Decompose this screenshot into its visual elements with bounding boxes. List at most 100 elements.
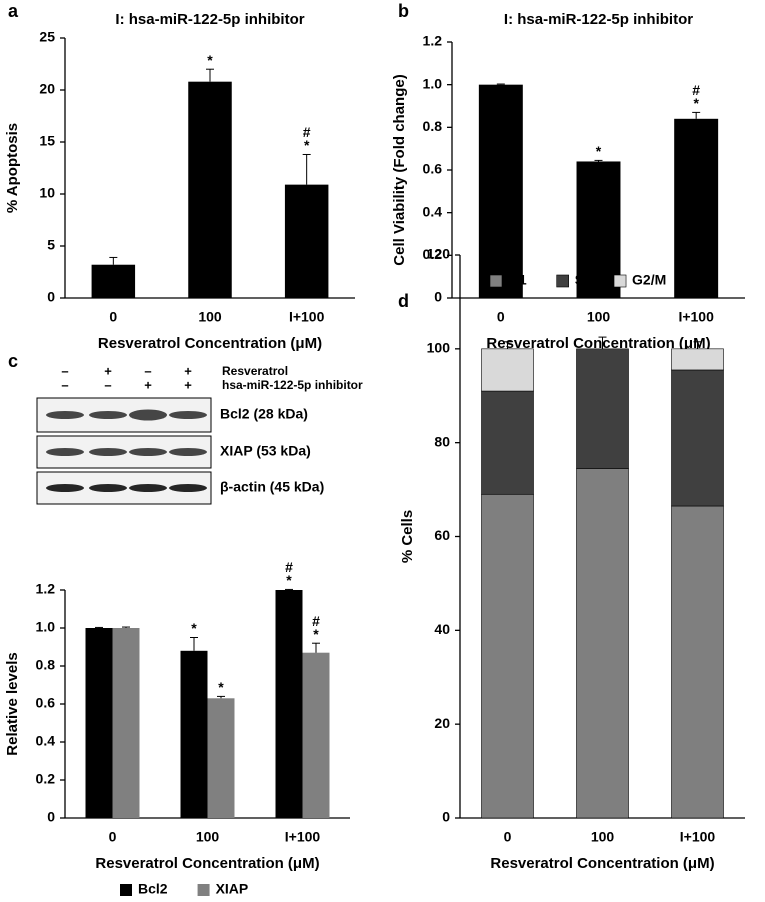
treatment-sign: + (144, 377, 152, 392)
bar (302, 652, 330, 818)
blot-band (46, 484, 84, 492)
y-tick-label: 1.0 (36, 619, 56, 635)
y-tick-label: 0.6 (423, 161, 443, 177)
treatment-sign: + (104, 363, 112, 378)
y-tick-label: 100 (427, 340, 451, 356)
x-tick-label: I+100 (285, 829, 321, 845)
bar (188, 81, 232, 299)
y-axis-label: % Cells (399, 510, 416, 563)
bar (180, 650, 208, 818)
legend-swatch (613, 274, 627, 288)
treatment-sign: – (104, 377, 111, 392)
y-tick-label: 15 (39, 133, 55, 149)
legend-swatch (489, 274, 503, 288)
significance-marker: * (693, 95, 699, 111)
x-tick-label: 100 (196, 829, 220, 845)
chart-title: I: hsa-miR-122-5p inhibitor (115, 11, 304, 28)
x-tick-label: 0 (504, 829, 512, 845)
y-tick-label: 0.4 (36, 733, 56, 749)
y-tick-label: 5 (47, 237, 55, 253)
x-axis-label: Resveratrol Concentration (μM) (490, 855, 714, 872)
bar (85, 628, 113, 818)
y-tick-label: 0 (434, 289, 442, 305)
x-axis-label: Resveratrol Concentration (μM) (95, 855, 319, 872)
bar (112, 628, 140, 818)
significance-marker: * (286, 572, 292, 588)
significance-marker: * (218, 679, 224, 695)
y-tick-label: 0 (442, 809, 450, 825)
treatment-sign: – (61, 377, 68, 392)
blot-band (169, 484, 207, 492)
band-label: Bcl2 (28 kDa) (220, 406, 308, 422)
x-axis-label: Resveratrol Concentration (μM) (486, 335, 710, 352)
x-tick-label: 0 (109, 309, 117, 325)
panel-label: c (8, 351, 18, 371)
bar (207, 698, 235, 818)
bar (91, 264, 136, 298)
significance-marker: # (312, 613, 320, 629)
significance-marker: * (313, 626, 319, 642)
blot-band (89, 484, 127, 492)
legend-label: G1 (508, 272, 527, 288)
blot-band (129, 448, 167, 456)
blot-band (169, 448, 207, 456)
y-tick-label: 1.0 (423, 75, 443, 91)
band-label: XIAP (53 kDa) (220, 443, 311, 459)
significance-marker: * (207, 52, 213, 68)
bar-segment (576, 348, 629, 469)
y-tick-label: 0.8 (36, 657, 56, 673)
y-tick-label: 120 (427, 246, 451, 262)
y-tick-label: 80 (434, 433, 450, 449)
x-tick-label: I+100 (678, 309, 714, 325)
bar (284, 184, 329, 298)
chart-title: I: hsa-miR-122-5p inhibitor (504, 11, 693, 28)
y-axis-label: % Apoptosis (4, 123, 21, 213)
blot-band (129, 484, 167, 492)
panel-label: a (8, 1, 19, 21)
y-tick-label: 0.2 (423, 246, 443, 262)
panel-label: b (398, 1, 409, 21)
y-tick-label: 1.2 (423, 33, 443, 49)
significance-marker: # (285, 559, 293, 575)
y-tick-label: 0.4 (423, 203, 443, 219)
treatment-name: hsa-miR-122-5p inhibitor (222, 378, 363, 392)
bar-segment (576, 468, 629, 819)
bar (674, 118, 719, 298)
y-tick-label: 20 (39, 81, 55, 97)
blot-band (46, 448, 84, 456)
bar-segment (671, 369, 724, 507)
blot-band (89, 448, 127, 456)
panel-label: d (398, 291, 409, 311)
y-axis-label: Relative levels (4, 652, 21, 755)
blot-band (46, 411, 84, 419)
y-tick-label: 20 (434, 715, 450, 731)
legend-label: S (575, 272, 584, 288)
x-tick-label: I+100 (680, 829, 716, 845)
y-axis-label: Cell Viability (Fold change) (391, 74, 408, 265)
y-tick-label: 40 (434, 621, 450, 637)
significance-marker: * (304, 137, 310, 153)
bar-segment (481, 390, 534, 495)
treatment-sign: – (144, 363, 151, 378)
bar (576, 161, 621, 298)
y-tick-label: 0 (47, 809, 55, 825)
y-tick-label: 25 (39, 29, 55, 45)
treatment-sign: + (184, 377, 192, 392)
treatment-name: Resveratrol (222, 364, 288, 378)
blot-band (169, 411, 207, 419)
legend-label: G2/M (632, 272, 666, 288)
y-tick-label: 0 (47, 289, 55, 305)
significance-marker: # (692, 82, 700, 98)
bar-segment (671, 505, 724, 819)
x-tick-label: 100 (587, 309, 611, 325)
x-tick-label: 100 (591, 829, 615, 845)
y-tick-label: 1.2 (36, 581, 56, 597)
y-tick-label: 10 (39, 185, 55, 201)
y-tick-label: 0.2 (36, 771, 56, 787)
legend-label: Bcl2 (138, 881, 168, 897)
legend-swatch (556, 274, 569, 288)
y-tick-label: 60 (434, 527, 450, 543)
x-tick-label: 0 (497, 309, 505, 325)
x-tick-label: I+100 (289, 309, 325, 325)
